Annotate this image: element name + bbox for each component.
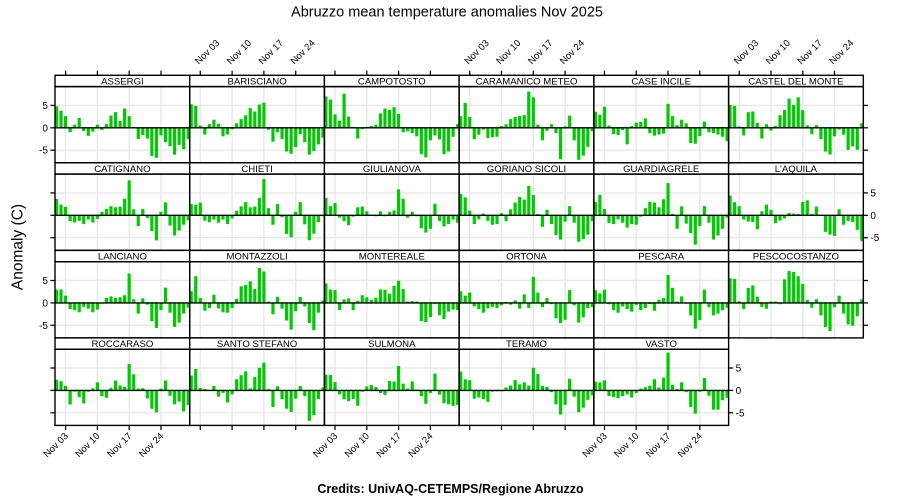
svg-text:Abruzzo mean temperature anoma: Abruzzo mean temperature anomalies Nov 2… bbox=[291, 5, 603, 21]
svg-text:ASSERGI: ASSERGI bbox=[101, 76, 144, 87]
svg-text:SULMONA: SULMONA bbox=[368, 339, 416, 350]
svg-text:MONTAZZOLI: MONTAZZOLI bbox=[227, 252, 288, 263]
svg-text:SANTO STEFANO: SANTO STEFANO bbox=[217, 339, 297, 350]
svg-text:CASE INCILE: CASE INCILE bbox=[631, 76, 691, 87]
svg-text:-5: -5 bbox=[736, 408, 745, 419]
svg-text:0: 0 bbox=[736, 386, 742, 397]
svg-text:-5: -5 bbox=[39, 146, 48, 157]
svg-text:CAMPOTOSTO: CAMPOTOSTO bbox=[358, 76, 426, 87]
svg-text:BARISCIANO: BARISCIANO bbox=[228, 76, 287, 87]
svg-text:CATIGNANO: CATIGNANO bbox=[94, 164, 150, 175]
svg-text:PESCOCOSTANZO: PESCOCOSTANZO bbox=[753, 252, 839, 263]
svg-text:TERAMO: TERAMO bbox=[506, 339, 547, 350]
svg-text:PESCARA: PESCARA bbox=[638, 252, 684, 263]
svg-text:Credits: UnivAQ-CETEMPS/Region: Credits: UnivAQ-CETEMPS/Regione Abruzzo bbox=[317, 482, 584, 496]
svg-text:5: 5 bbox=[870, 188, 876, 199]
svg-text:L'AQUILA: L'AQUILA bbox=[775, 164, 818, 175]
svg-text:0: 0 bbox=[42, 123, 48, 134]
svg-text:CARAMANICO METEO: CARAMANICO METEO bbox=[476, 76, 578, 87]
svg-text:-5: -5 bbox=[39, 321, 48, 332]
svg-text:VASTO: VASTO bbox=[645, 339, 677, 350]
svg-text:-5: -5 bbox=[870, 233, 879, 244]
svg-text:GIULIANOVA: GIULIANOVA bbox=[363, 164, 422, 175]
svg-text:ORTONA: ORTONA bbox=[506, 252, 547, 263]
svg-text:GORIANO SICOLI: GORIANO SICOLI bbox=[487, 164, 566, 175]
svg-text:5: 5 bbox=[42, 276, 48, 287]
svg-text:CHIETI: CHIETI bbox=[241, 164, 272, 175]
svg-text:GUARDIAGRELE: GUARDIAGRELE bbox=[623, 164, 699, 175]
svg-text:5: 5 bbox=[736, 364, 742, 375]
svg-text:0: 0 bbox=[870, 211, 876, 222]
svg-text:0: 0 bbox=[42, 298, 48, 309]
svg-text:LANCIANO: LANCIANO bbox=[98, 252, 147, 263]
svg-text:ROCCARASO: ROCCARASO bbox=[91, 339, 153, 350]
svg-text:Anomaly (C): Anomaly (C) bbox=[10, 204, 27, 290]
svg-text:CASTEL DEL MONTE: CASTEL DEL MONTE bbox=[748, 76, 843, 87]
svg-text:MONTEREALE: MONTEREALE bbox=[359, 252, 425, 263]
svg-text:5: 5 bbox=[42, 101, 48, 112]
